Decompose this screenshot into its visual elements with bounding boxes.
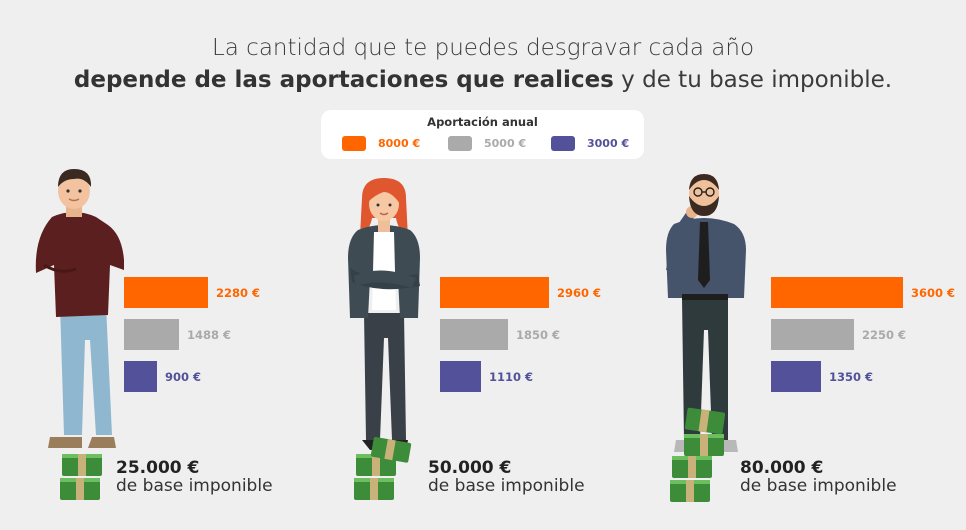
- bar-value-label: 1350 €: [829, 370, 874, 384]
- bar-value-label: 900 €: [165, 370, 202, 384]
- bar-value-label: 1850 €: [516, 328, 561, 342]
- woman-blazer-icon: [348, 178, 420, 450]
- base-label-group-2: 50.000 € de base imponible: [428, 459, 585, 495]
- legend-title: Aportación anual: [427, 115, 538, 129]
- legend-swatch: [342, 136, 366, 151]
- bar-value-label: 2960 €: [557, 286, 602, 300]
- bar-value-label: 2280 €: [216, 286, 261, 300]
- bar-value-label: 1488 €: [187, 328, 232, 342]
- money-stack-icon: [60, 454, 102, 500]
- base-sublabel: de base imponible: [428, 476, 585, 496]
- base-amount: 25.000 €: [116, 458, 200, 478]
- legend-label: 8000 €: [378, 137, 421, 150]
- title-line-2-bold: depende de las aportaciones que realices: [73, 67, 614, 93]
- bar-2-8000: [440, 277, 549, 308]
- money-stack-icon: [354, 436, 412, 500]
- base-sublabel: de base imponible: [740, 476, 897, 496]
- bar-value-label: 2250 €: [862, 328, 907, 342]
- bar-3-3000: [771, 361, 821, 392]
- base-amount: 80.000 €: [740, 458, 824, 478]
- legend: Aportación anual 8000 € 5000 € 3000 €: [321, 110, 644, 159]
- bar-1-8000: [124, 277, 208, 308]
- title-line-1: La cantidad que te puedes desgravar cada…: [211, 35, 755, 61]
- title-line-2-rest: y de tu base imponible.: [613, 67, 893, 93]
- bar-2-5000: [440, 319, 508, 350]
- money-stack-icon: [670, 407, 726, 502]
- base-label-group-1: 25.000 € de base imponible: [116, 459, 273, 495]
- legend-label: 3000 €: [587, 137, 630, 150]
- bar-3-8000: [771, 277, 903, 308]
- title-line-2: depende de las aportaciones que realices…: [0, 64, 966, 96]
- legend-label: 5000 €: [484, 137, 527, 150]
- base-amount: 50.000 €: [428, 458, 512, 478]
- bar-value-label: 1110 €: [489, 370, 534, 384]
- bar-value-label: 3600 €: [911, 286, 956, 300]
- base-label-group-3: 80.000 € de base imponible: [740, 459, 897, 495]
- page-title: La cantidad que te puedes desgravar cada…: [0, 32, 966, 96]
- bar-2-3000: [440, 361, 481, 392]
- base-sublabel: de base imponible: [116, 476, 273, 496]
- bearded-man-tie-icon: [666, 174, 746, 452]
- man-sweater-icon: [35, 169, 124, 448]
- legend-swatch: [551, 136, 575, 151]
- bar-1-3000: [124, 361, 157, 392]
- bar-3-5000: [771, 319, 854, 350]
- bar-1-5000: [124, 319, 179, 350]
- legend-swatch: [448, 136, 472, 151]
